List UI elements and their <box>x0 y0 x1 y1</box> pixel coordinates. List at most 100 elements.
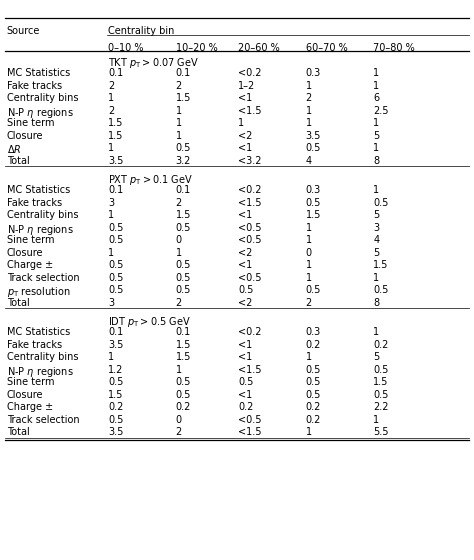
Text: 0: 0 <box>176 415 182 425</box>
Text: 0–10 %: 0–10 % <box>109 43 144 53</box>
Text: 0.1: 0.1 <box>109 185 124 195</box>
Text: 20–60 %: 20–60 % <box>238 43 280 53</box>
Text: Track selection: Track selection <box>7 273 79 283</box>
Text: 5: 5 <box>373 352 379 362</box>
Text: 1.5: 1.5 <box>176 352 191 362</box>
Text: Track selection: Track selection <box>7 415 79 425</box>
Text: <1.5: <1.5 <box>238 106 262 116</box>
Text: Centrality bins: Centrality bins <box>7 211 78 221</box>
Text: 0.3: 0.3 <box>306 185 321 195</box>
Text: 1: 1 <box>109 352 114 362</box>
Text: <3.2: <3.2 <box>238 156 262 166</box>
Text: 0.2: 0.2 <box>238 403 254 412</box>
Text: 1: 1 <box>109 94 114 104</box>
Text: 5: 5 <box>373 248 379 258</box>
Text: 4: 4 <box>373 235 379 245</box>
Text: <1: <1 <box>238 94 253 104</box>
Text: 3: 3 <box>109 198 114 208</box>
Text: 1.5: 1.5 <box>176 211 191 221</box>
Text: 2.2: 2.2 <box>373 403 389 412</box>
Text: 10–20 %: 10–20 % <box>176 43 218 53</box>
Text: 0.2: 0.2 <box>176 403 191 412</box>
Text: 0.5: 0.5 <box>306 377 321 388</box>
Text: Total: Total <box>7 427 29 437</box>
Text: MC Statistics: MC Statistics <box>7 68 70 78</box>
Text: N-P $\eta$ regions: N-P $\eta$ regions <box>7 106 73 120</box>
Text: 0.5: 0.5 <box>238 286 254 296</box>
Text: MC Statistics: MC Statistics <box>7 328 70 337</box>
Text: 0.2: 0.2 <box>373 340 389 350</box>
Text: 1.5: 1.5 <box>306 211 321 221</box>
Text: Total: Total <box>7 298 29 308</box>
Text: 1: 1 <box>176 106 182 116</box>
Text: Sine term: Sine term <box>7 377 54 388</box>
Text: 1: 1 <box>306 427 312 437</box>
Text: 0.5: 0.5 <box>109 260 124 270</box>
Text: 2: 2 <box>109 106 115 116</box>
Text: 8: 8 <box>373 298 379 308</box>
Text: <1: <1 <box>238 340 253 350</box>
Text: 70–80 %: 70–80 % <box>373 43 415 53</box>
Text: 0.5: 0.5 <box>109 415 124 425</box>
Text: 1: 1 <box>176 365 182 375</box>
Text: N-P $\eta$ regions: N-P $\eta$ regions <box>7 365 73 379</box>
Text: 0.1: 0.1 <box>176 185 191 195</box>
Text: 1.5: 1.5 <box>373 377 389 388</box>
Text: 1: 1 <box>176 131 182 141</box>
Text: 0.5: 0.5 <box>373 390 389 400</box>
Text: <0.5: <0.5 <box>238 223 262 233</box>
Text: 2: 2 <box>176 298 182 308</box>
Text: 1: 1 <box>176 118 182 128</box>
Text: <1.5: <1.5 <box>238 365 262 375</box>
Text: 1: 1 <box>373 415 379 425</box>
Text: 2: 2 <box>176 81 182 91</box>
Text: 1: 1 <box>306 352 312 362</box>
Text: 0.5: 0.5 <box>176 390 191 400</box>
Text: 2: 2 <box>306 94 312 104</box>
Text: IDT $p_{\rm T} > 0.5$ GeV: IDT $p_{\rm T} > 0.5$ GeV <box>109 315 191 329</box>
Text: Fake tracks: Fake tracks <box>7 81 62 91</box>
Text: 1.5: 1.5 <box>109 118 124 128</box>
Text: Charge ±: Charge ± <box>7 260 53 270</box>
Text: 0.5: 0.5 <box>306 390 321 400</box>
Text: 3.5: 3.5 <box>109 156 124 166</box>
Text: 3: 3 <box>373 223 379 233</box>
Text: Centrality bins: Centrality bins <box>7 352 78 362</box>
Text: 0.5: 0.5 <box>109 223 124 233</box>
Text: Centrality bin: Centrality bin <box>109 26 175 36</box>
Text: <1.5: <1.5 <box>238 427 262 437</box>
Text: 0.5: 0.5 <box>306 286 321 296</box>
Text: 3.5: 3.5 <box>306 131 321 141</box>
Text: 1: 1 <box>238 118 245 128</box>
Text: 0.5: 0.5 <box>176 260 191 270</box>
Text: <1: <1 <box>238 390 253 400</box>
Text: <0.5: <0.5 <box>238 273 262 283</box>
Text: 1: 1 <box>109 211 114 221</box>
Text: 0.5: 0.5 <box>373 198 389 208</box>
Text: 3: 3 <box>109 298 114 308</box>
Text: 0.5: 0.5 <box>306 198 321 208</box>
Text: 0: 0 <box>306 248 312 258</box>
Text: <1.5: <1.5 <box>238 198 262 208</box>
Text: 5: 5 <box>373 211 379 221</box>
Text: 0.5: 0.5 <box>238 377 254 388</box>
Text: 3.5: 3.5 <box>109 340 124 350</box>
Text: 1: 1 <box>306 118 312 128</box>
Text: 0.2: 0.2 <box>306 403 321 412</box>
Text: <0.2: <0.2 <box>238 68 262 78</box>
Text: 1: 1 <box>373 81 379 91</box>
Text: 1: 1 <box>306 106 312 116</box>
Text: 1.5: 1.5 <box>109 390 124 400</box>
Text: 3.5: 3.5 <box>109 427 124 437</box>
Text: Charge ±: Charge ± <box>7 403 53 412</box>
Text: <1: <1 <box>238 143 253 153</box>
Text: 1: 1 <box>306 81 312 91</box>
Text: Total: Total <box>7 156 29 166</box>
Text: 1: 1 <box>373 143 379 153</box>
Text: Δ$R$: Δ$R$ <box>7 143 21 156</box>
Text: <0.2: <0.2 <box>238 328 262 337</box>
Text: 0.5: 0.5 <box>109 286 124 296</box>
Text: N-P $\eta$ regions: N-P $\eta$ regions <box>7 223 73 237</box>
Text: 0.1: 0.1 <box>109 68 124 78</box>
Text: 1.5: 1.5 <box>109 131 124 141</box>
